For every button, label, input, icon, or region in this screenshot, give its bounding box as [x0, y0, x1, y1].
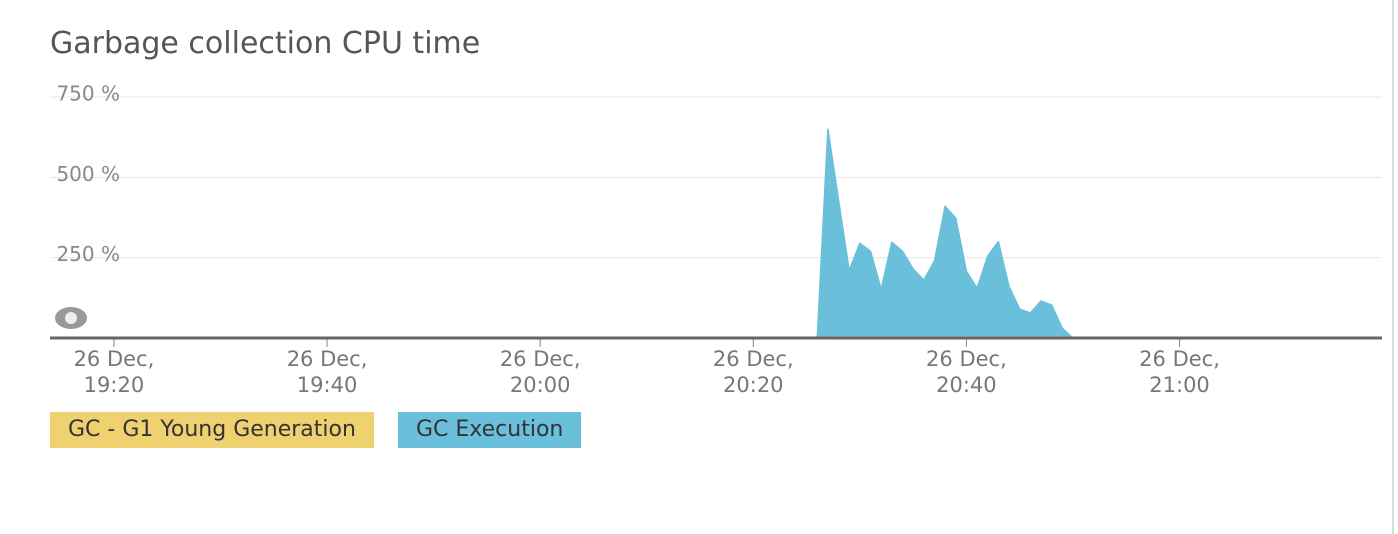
x-tick-label: 26 Dec, 21:00 [1139, 347, 1220, 397]
x-tick-label: 26 Dec, 19:20 [73, 347, 155, 397]
y-tick-label: 500 % [56, 162, 120, 186]
legend-item[interactable]: GC - G1 Young Generation [50, 412, 374, 448]
chart-title: Garbage collection CPU time [50, 26, 481, 61]
legend-item[interactable]: GC Execution [398, 412, 582, 448]
y-tick-label: 750 % [56, 82, 120, 106]
x-tick-label: 26 Dec, 20:40 [926, 347, 1007, 397]
area [816, 128, 1074, 339]
toggle-icon[interactable] [55, 307, 87, 329]
x-tick-label: 26 Dec, 19:40 [286, 347, 368, 397]
x-tick-label: 26 Dec, 20:00 [499, 347, 581, 397]
y-tick-label: 250 % [56, 242, 120, 266]
x-tick-label: 26 Dec, 20:20 [712, 347, 794, 397]
